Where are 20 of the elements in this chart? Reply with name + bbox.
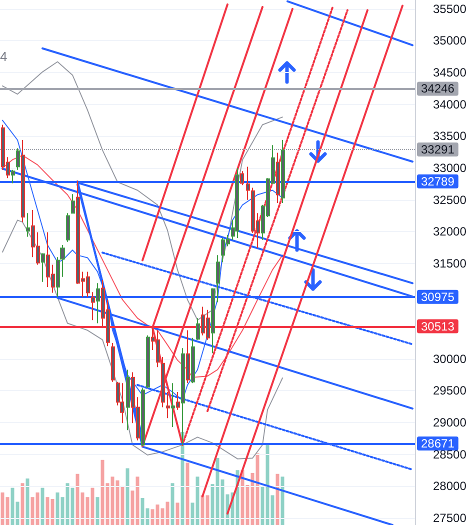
ref-line-label: 33291 (421, 142, 455, 156)
y-tick-label: 27500 (433, 511, 467, 525)
annotation: 4 (0, 49, 8, 64)
y-tick-label: 34500 (433, 66, 467, 80)
y-tick-label: 32500 (433, 192, 467, 207)
y-tick-label: 35000 (433, 34, 467, 48)
y-tick-label: 29000 (433, 416, 467, 430)
ref-line-label: 32789 (421, 174, 455, 188)
ref-line-label: 30975 (421, 290, 455, 304)
y-tick-label: 33000 (433, 161, 467, 175)
y-tick-label: 34000 (433, 97, 467, 112)
y-tick-label: 31500 (433, 256, 467, 270)
y-tick-label: 33500 (433, 129, 467, 144)
y-tick-label: 32000 (433, 224, 467, 239)
y-tick-label: 28000 (433, 479, 467, 494)
y-tick-label: 35500 (433, 2, 467, 16)
y-tick-label: 29500 (433, 384, 467, 398)
ref-line-label: 34246 (421, 82, 455, 96)
y-tick-label: 30000 (433, 352, 467, 366)
ref-line-label: 30513 (421, 319, 455, 334)
